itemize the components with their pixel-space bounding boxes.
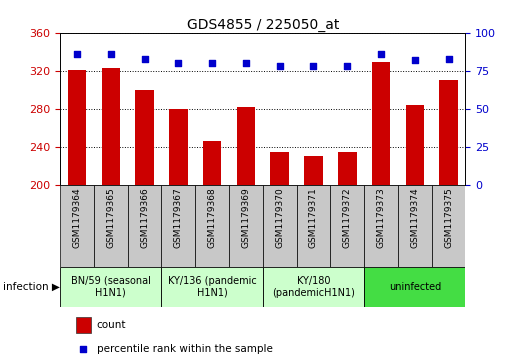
Bar <box>60 267 162 307</box>
Bar <box>431 185 465 267</box>
Text: GSM1179374: GSM1179374 <box>411 188 419 248</box>
Text: GSM1179369: GSM1179369 <box>242 188 251 248</box>
Point <box>276 63 284 69</box>
Point <box>411 57 419 63</box>
Point <box>242 60 250 66</box>
Text: GSM1179367: GSM1179367 <box>174 188 183 248</box>
Text: count: count <box>97 321 126 330</box>
Text: GSM1179370: GSM1179370 <box>275 188 284 248</box>
Bar <box>263 267 364 307</box>
Bar <box>304 156 323 185</box>
Text: infection ▶: infection ▶ <box>3 282 60 292</box>
Bar <box>135 90 154 185</box>
Text: GSM1179364: GSM1179364 <box>73 188 82 248</box>
Text: GSM1179373: GSM1179373 <box>377 188 385 248</box>
Title: GDS4855 / 225050_at: GDS4855 / 225050_at <box>187 18 339 32</box>
Bar <box>372 62 390 185</box>
Bar <box>364 267 465 307</box>
Point <box>174 60 183 66</box>
Text: GSM1179366: GSM1179366 <box>140 188 149 248</box>
Bar <box>94 185 128 267</box>
Bar <box>331 185 364 267</box>
Bar <box>439 80 458 185</box>
Bar <box>68 70 86 185</box>
Bar <box>229 185 263 267</box>
Bar <box>162 185 195 267</box>
Bar <box>169 109 188 185</box>
Bar <box>236 107 255 185</box>
Point <box>208 60 217 66</box>
Bar <box>398 185 431 267</box>
Text: GSM1179365: GSM1179365 <box>106 188 115 248</box>
Point <box>343 63 351 69</box>
Point <box>140 56 149 61</box>
Bar <box>364 185 398 267</box>
Bar <box>405 105 424 185</box>
Bar <box>338 152 357 185</box>
Bar <box>270 152 289 185</box>
Bar <box>263 185 297 267</box>
Bar <box>162 267 263 307</box>
Text: BN/59 (seasonal
H1N1): BN/59 (seasonal H1N1) <box>71 276 151 298</box>
Bar <box>203 141 221 185</box>
Text: GSM1179375: GSM1179375 <box>444 188 453 248</box>
Bar <box>60 185 94 267</box>
Text: KY/136 (pandemic
H1N1): KY/136 (pandemic H1N1) <box>168 276 256 298</box>
Point <box>107 51 115 57</box>
Point <box>309 63 317 69</box>
Text: GSM1179372: GSM1179372 <box>343 188 352 248</box>
Bar <box>76 317 90 333</box>
Text: KY/180
(pandemicH1N1): KY/180 (pandemicH1N1) <box>272 276 355 298</box>
Text: GSM1179371: GSM1179371 <box>309 188 318 248</box>
Bar <box>101 68 120 185</box>
Text: GSM1179368: GSM1179368 <box>208 188 217 248</box>
Point <box>445 56 453 61</box>
Bar <box>297 185 331 267</box>
Point <box>73 51 81 57</box>
Text: uninfected: uninfected <box>389 282 441 292</box>
Point <box>79 346 87 352</box>
Point <box>377 51 385 57</box>
Bar <box>195 185 229 267</box>
Bar <box>128 185 162 267</box>
Text: percentile rank within the sample: percentile rank within the sample <box>97 344 272 354</box>
